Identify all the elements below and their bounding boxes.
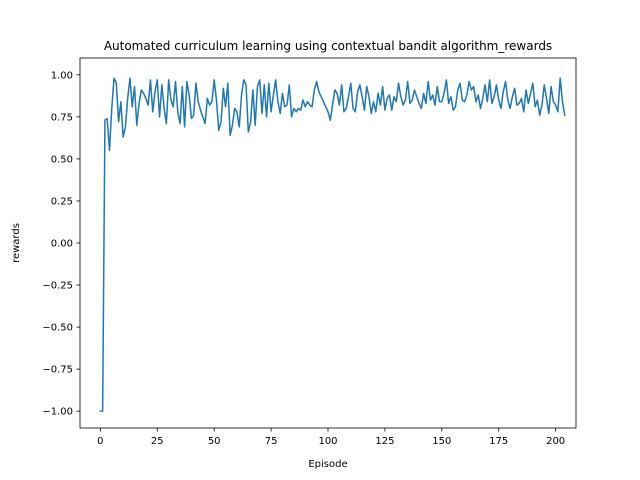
y-tick-label: −1.00 [42, 407, 73, 418]
x-tick-label: 200 [546, 436, 565, 447]
x-tick-label: 75 [265, 436, 278, 447]
x-tick-label: 150 [432, 436, 451, 447]
y-tick-label: −0.50 [42, 323, 73, 334]
x-tick-label: 175 [489, 436, 508, 447]
y-tick-label: 0.50 [51, 154, 73, 165]
y-axis: −1.00 −0.75 −0.50 −0.25 0.00 0.25 0.50 0.75 1.00 [42, 70, 80, 418]
plot-frame [79, 57, 577, 429]
plot-area [80, 58, 576, 428]
x-tick-label: 25 [151, 436, 164, 447]
y-tick-label: −0.75 [42, 365, 73, 376]
x-tick-label: 100 [318, 436, 337, 447]
x-axis-label: Episode [308, 459, 347, 470]
y-tick-label: 0.00 [51, 239, 73, 250]
x-tick-label: 0 [97, 436, 103, 447]
y-tick-label: 1.00 [51, 70, 73, 81]
x-tick-label: 50 [208, 436, 221, 447]
chart-title: Automated curriculum learning using cont… [104, 39, 552, 53]
y-tick-label: 0.75 [51, 112, 73, 123]
y-axis-label: rewards [11, 223, 22, 263]
x-axis: 0 25 50 75 100 125 150 175 200 [97, 428, 565, 447]
x-tick-label: 125 [375, 436, 394, 447]
y-tick-label: 0.25 [51, 196, 73, 207]
y-tick-label: −0.25 [42, 281, 73, 292]
rewards-series-line [99, 77, 566, 412]
